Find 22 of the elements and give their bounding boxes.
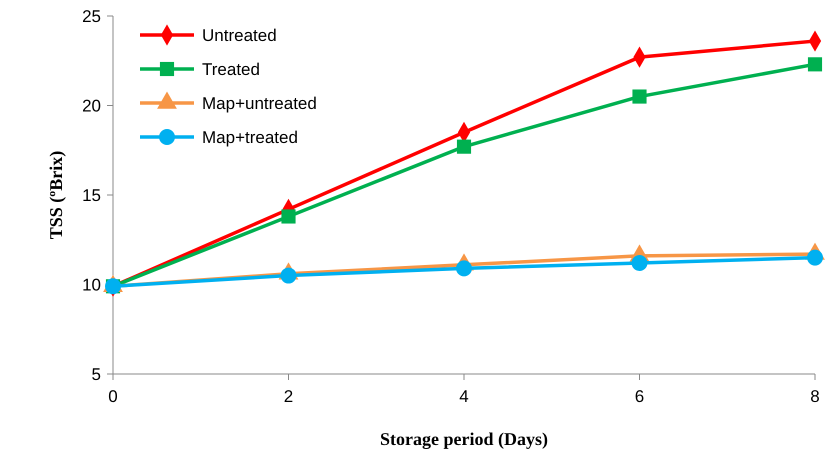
y-tick-label: 15	[82, 186, 101, 205]
legend-label: Treated	[202, 60, 260, 79]
point	[281, 209, 296, 224]
point	[456, 140, 472, 154]
point	[632, 89, 647, 104]
y-tick-label: 20	[82, 96, 101, 116]
point	[632, 255, 648, 271]
legend-label: Untreated	[202, 26, 277, 45]
x-axis-title: Storage period (Days)	[380, 429, 548, 449]
point	[808, 57, 822, 72]
x-tick-label: 0	[108, 387, 118, 406]
x-tick-label: 2	[284, 387, 294, 406]
x-tick-label: 6	[634, 387, 644, 406]
x-tick-label: 8	[810, 387, 820, 406]
y-tick-label: 5	[92, 364, 101, 384]
y-tick-label: 10	[82, 275, 101, 294]
y-axis-title: TSS (ºBrix)	[46, 150, 66, 240]
legend-label: Map+untreated	[202, 94, 317, 113]
y-tick-label: 25	[82, 6, 101, 26]
point	[456, 260, 472, 276]
legend-label: Map+treated	[202, 128, 298, 147]
x-tick-label: 4	[459, 387, 469, 406]
